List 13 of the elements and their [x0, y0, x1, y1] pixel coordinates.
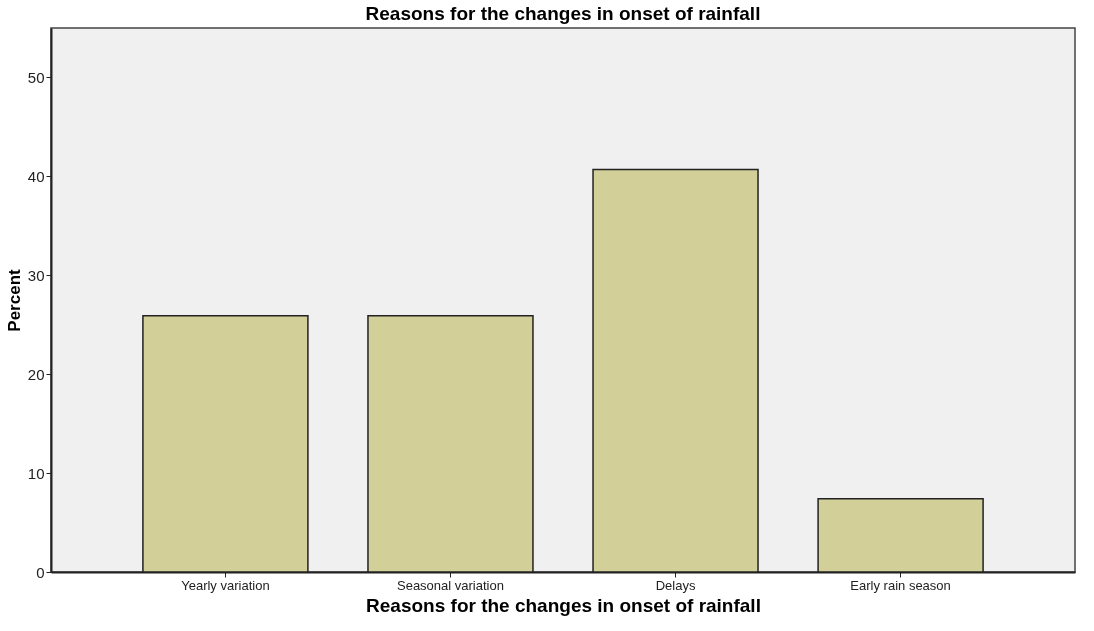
chart-title: Reasons for the changes in onset of rainfall: [365, 3, 761, 24]
y-tick-label: 10: [27, 464, 45, 482]
x-tick-label: Early rain season: [850, 577, 951, 593]
y-tick-label: 40: [27, 167, 45, 185]
y-axis-title: Percent: [4, 268, 24, 332]
x-tick-label: Seasonal variation: [396, 577, 504, 593]
x-tick-label: Yearly variation: [181, 577, 270, 593]
x-axis-title: Reasons for the changes in onset of rainfall: [366, 594, 761, 616]
y-tick-label: 30: [27, 266, 45, 284]
x-tick-label: Delays: [655, 577, 696, 593]
y-tick-label: 20: [27, 365, 45, 383]
y-tick-label: 50: [27, 68, 45, 86]
y-tick-label: 0: [36, 563, 45, 581]
